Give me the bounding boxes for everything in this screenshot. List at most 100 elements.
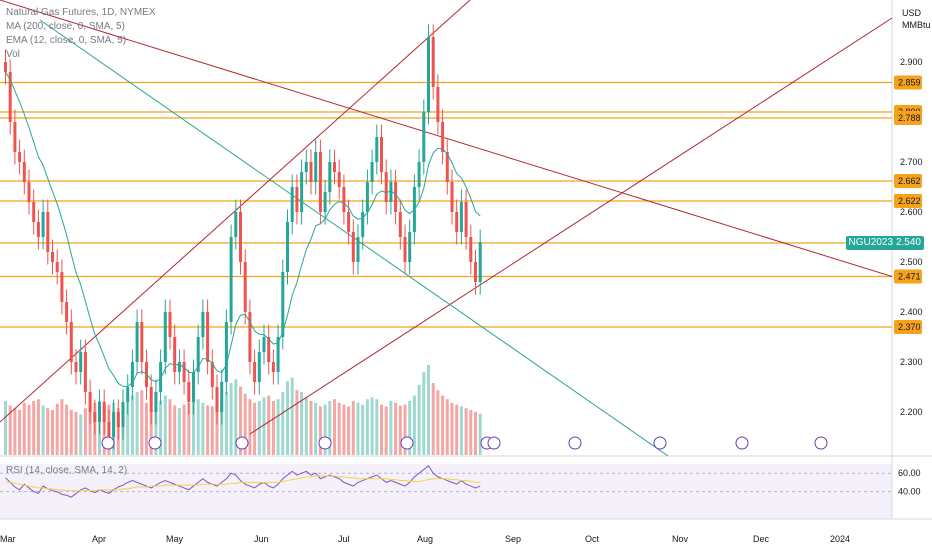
volume-bar xyxy=(300,392,304,455)
candle-body xyxy=(342,187,346,212)
volume-bar xyxy=(224,392,228,455)
candle-body xyxy=(314,152,318,182)
volume-bar xyxy=(46,408,50,455)
level-tag xyxy=(894,111,922,125)
event-marker-icon xyxy=(487,436,501,450)
volume-bar xyxy=(271,401,275,455)
volume-bar xyxy=(342,404,346,455)
volume-bar xyxy=(417,384,421,455)
candle-body xyxy=(450,182,454,212)
candle-body xyxy=(32,202,36,222)
candle-body xyxy=(187,382,191,402)
volume-bar xyxy=(206,405,210,455)
price-tick-label: 2.600 xyxy=(900,207,923,217)
candle-body xyxy=(337,172,341,187)
candle-body xyxy=(309,162,313,182)
candle-body xyxy=(215,387,219,412)
legend-title: Natural Gas Futures, 1D, NYMEX xyxy=(6,7,156,18)
candle-body xyxy=(60,272,64,302)
candle-body xyxy=(441,122,445,152)
candle-body xyxy=(304,162,308,172)
volume-bar xyxy=(253,402,257,455)
volume-bar xyxy=(187,402,191,455)
volume-bar xyxy=(304,397,308,455)
rsi-legend: RSI (14, close, SMA, 14, 2) xyxy=(6,465,128,476)
candle-body xyxy=(394,182,398,212)
volume-bar xyxy=(286,381,289,455)
candle-body xyxy=(69,322,73,362)
volume-bar xyxy=(32,401,36,455)
time-axis-label: Jul xyxy=(338,534,350,544)
volume-bar xyxy=(201,402,205,455)
event-marker-icon xyxy=(568,436,582,450)
volume-bar xyxy=(41,405,45,455)
legend-ma: MA (200, close, 0, SMA, 5) xyxy=(6,21,125,32)
time-axis-label: Aug xyxy=(417,534,433,544)
volume-bar xyxy=(422,372,426,455)
volume-bar xyxy=(88,405,92,455)
time-axis-label: May xyxy=(166,534,184,544)
candle-body xyxy=(276,337,280,372)
price-tick-label: 2.700 xyxy=(900,157,923,167)
event-marker-icon xyxy=(653,436,667,450)
volume-bar xyxy=(220,402,224,455)
candle-body xyxy=(210,362,214,387)
event-marker-icon xyxy=(735,436,749,450)
volume-bar xyxy=(333,399,336,455)
level-tag xyxy=(894,320,922,334)
event-marker-icon xyxy=(814,436,828,450)
candle-body xyxy=(408,232,412,262)
currency-label: USD xyxy=(902,8,922,18)
candle-body xyxy=(126,387,130,402)
candle-body xyxy=(248,312,252,362)
candle-body xyxy=(459,202,463,232)
candle-body xyxy=(74,362,78,372)
candle-body xyxy=(8,72,12,122)
candle-body xyxy=(295,187,299,212)
candle-body xyxy=(234,212,238,237)
volume-bar xyxy=(192,401,195,455)
volume-bar xyxy=(154,404,158,455)
candle-body xyxy=(271,362,275,372)
candle-body xyxy=(262,337,266,352)
level-tag xyxy=(894,174,922,188)
volume-bar xyxy=(177,408,181,455)
price-tick-label: 2.300 xyxy=(900,357,923,367)
volume-bar xyxy=(436,390,440,455)
price-tick-label: 2.900 xyxy=(900,57,923,67)
level-label: 2.859 xyxy=(898,78,921,88)
volume-bar xyxy=(365,399,369,455)
level-label: 2.788 xyxy=(898,113,921,123)
downtrend-line xyxy=(0,0,893,277)
time-axis-label: 2024 xyxy=(830,534,850,544)
volume-bar xyxy=(4,401,7,455)
volume-bar xyxy=(229,383,233,455)
time-axis-label: Dec xyxy=(753,534,770,544)
candle-body xyxy=(318,152,322,212)
volume-bar xyxy=(168,399,172,455)
volume-bar xyxy=(126,401,130,455)
candle-body xyxy=(229,237,233,322)
candle-body xyxy=(361,212,365,237)
volume-bar xyxy=(474,411,477,455)
chart-legend: Natural Gas Futures, 1D, NYMEX MA (200, … xyxy=(6,6,156,62)
volume-bar xyxy=(427,365,430,455)
candle-body xyxy=(130,362,134,387)
volume-bar xyxy=(215,408,219,455)
candle-body xyxy=(375,137,379,162)
candle-body xyxy=(177,362,181,372)
candle-body xyxy=(51,252,54,262)
level-tag xyxy=(894,194,922,208)
symbol-tag: NGU2023 xyxy=(845,236,896,250)
candle-body xyxy=(323,192,327,212)
candle-body xyxy=(36,222,40,237)
volume-bar xyxy=(361,404,365,455)
event-marker-icon xyxy=(148,436,162,450)
volume-bar xyxy=(262,397,266,455)
volume-bar xyxy=(13,408,17,455)
volume-bar xyxy=(318,406,322,455)
candle-body xyxy=(436,87,440,122)
time-axis-label: Mar xyxy=(0,534,16,544)
volume-bar xyxy=(60,399,64,455)
